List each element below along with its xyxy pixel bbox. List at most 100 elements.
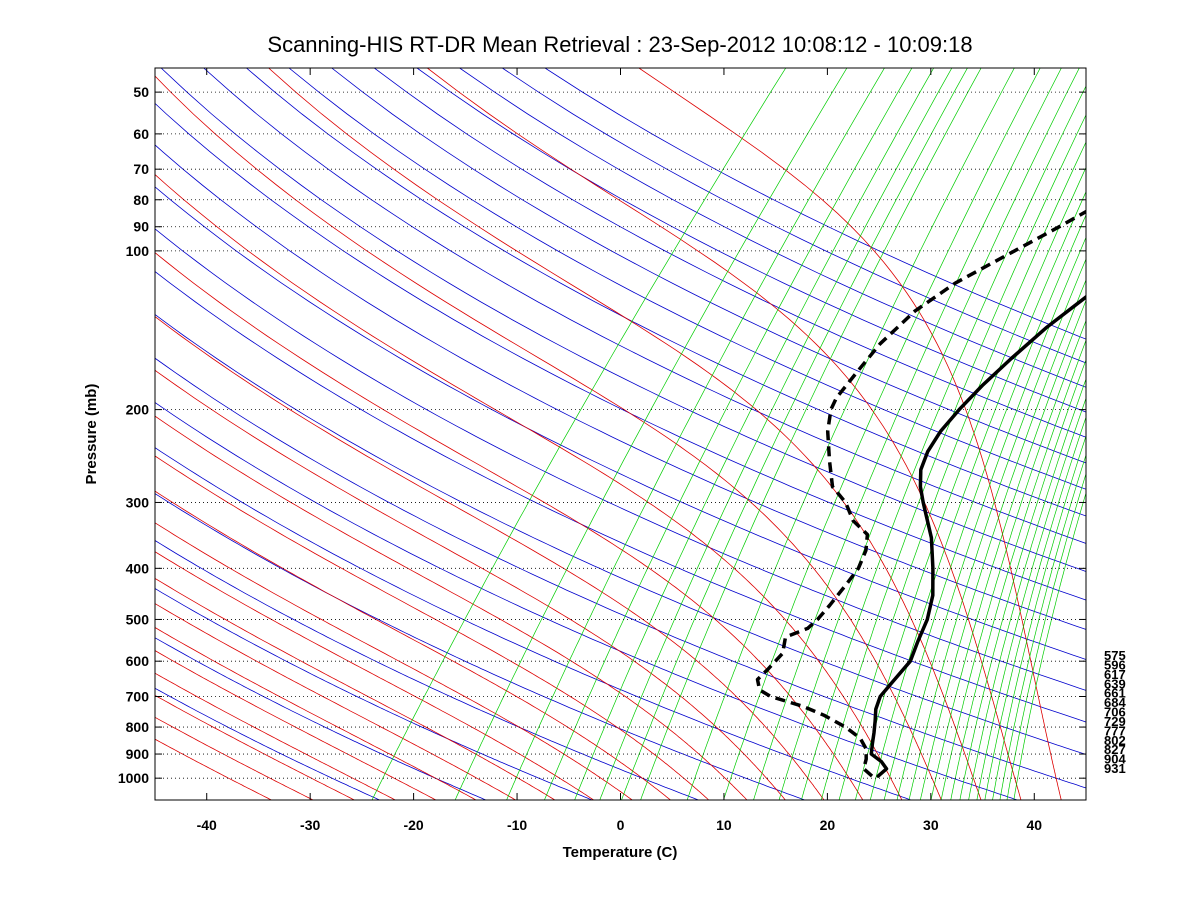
right-level-label: 827 [1104, 742, 1126, 757]
mixing-ratio-line [621, 68, 968, 800]
moist-adiabat-line [155, 577, 556, 800]
right-level-label: 802 [1104, 733, 1126, 748]
right-level-label: 904 [1104, 752, 1126, 767]
mixing-ratio-line [950, 339, 1086, 800]
dry-adiabat-line [155, 447, 912, 800]
dry-adiabat-line [373, 68, 1086, 438]
mixing-ratio-line [778, 68, 1080, 800]
mixing-ratio-line [940, 319, 1086, 800]
right-level-label: 684 [1104, 695, 1126, 710]
dry-adiabat-line [160, 68, 1086, 572]
mixing-ratio-line [896, 236, 1086, 800]
mixing-ratio-line [723, 68, 1041, 800]
moist-adiabat-line [155, 522, 633, 800]
temperature-profile-line [869, 294, 1086, 778]
mixing-ratio-line [838, 141, 1086, 800]
dry-adiabat-line [155, 102, 1086, 601]
dry-adiabat-line [155, 687, 380, 800]
mixing-ratio-line [930, 299, 1086, 800]
moist-adiabat-line [155, 490, 671, 800]
mixing-ratio-line [753, 68, 1062, 800]
y-tick-label: 50 [133, 84, 149, 100]
dry-adiabat-line [155, 271, 1086, 723]
mixing-ratio-line [454, 68, 848, 800]
mixing-ratio-line [686, 68, 1015, 800]
mixing-ratio-line [801, 85, 1086, 800]
y-tick-label: 600 [126, 653, 150, 669]
x-tick-label: -20 [403, 817, 423, 833]
x-axis-label: Temperature (C) [563, 844, 678, 861]
moist-adiabat-line [155, 316, 825, 800]
x-tick-label: 20 [820, 817, 836, 833]
dry-adiabat-line [155, 228, 1086, 691]
mixing-ratio-line [599, 68, 953, 800]
y-tick-label: 80 [133, 192, 149, 208]
right-level-label: 706 [1104, 705, 1126, 720]
moist-adiabat-line [155, 738, 272, 800]
x-tick-label: -40 [197, 817, 217, 833]
moist-adiabat-line [426, 68, 1022, 800]
y-tick-label: 200 [126, 402, 150, 418]
chart-title: Scanning-HIS RT-DR Mean Retrieval : 23-S… [267, 32, 972, 57]
dry-adiabat-line [203, 68, 1086, 544]
right-level-label: 777 [1104, 723, 1126, 738]
mixing-ratio-line [1013, 491, 1086, 800]
dry-adiabat-line [245, 68, 1086, 517]
right-level-label: 729 [1104, 714, 1126, 729]
moist-adiabat-line [155, 455, 710, 800]
dewpoint-profile-line [755, 209, 1086, 778]
x-tick-label: 10 [716, 817, 732, 833]
dry-adiabat-line [155, 357, 1086, 789]
y-tick-label: 300 [126, 494, 150, 510]
mixing-ratio-line [371, 68, 787, 800]
y-tick-label: 1000 [118, 770, 149, 786]
mixing-ratio-line [968, 378, 1086, 800]
mixing-ratio-line [544, 68, 913, 800]
mixing-ratio-line [976, 397, 1086, 800]
mixing-ratio-line [999, 453, 1086, 800]
y-tick-label: 70 [133, 161, 149, 177]
y-tick-label: 400 [126, 560, 150, 576]
moist-adiabat-line [155, 369, 786, 800]
data-series [755, 209, 1086, 778]
moist-adiabat-line [155, 672, 396, 800]
mixing-ratio-line [506, 68, 885, 800]
dry-adiabat-line [155, 144, 1086, 630]
moist-adiabat-line [155, 650, 437, 800]
x-tick-label: -30 [300, 817, 320, 833]
y-axis-label: Pressure (mb) [83, 384, 100, 485]
right-level-label: 661 [1104, 686, 1126, 701]
moist-adiabat-line [638, 68, 1062, 800]
right-level-label: 639 [1104, 676, 1126, 691]
y-axis-ticks: 50 60 70 80 90 100 200 300 400 500 600 700 800 900 100… [118, 84, 1086, 786]
x-axis-ticks: -40 -30 -20 -10 0 10 20 30 40 [197, 68, 1042, 833]
moist-adiabat-line [155, 694, 355, 800]
y-tick-label: 500 [126, 611, 150, 627]
dry-adiabat-line [155, 314, 1086, 755]
x-tick-label: 30 [923, 817, 939, 833]
mixing-ratio-line [908, 258, 1086, 800]
dry-adiabat-line [155, 493, 805, 800]
y-tick-label: 700 [126, 688, 150, 704]
moist-adiabat-line [155, 252, 864, 800]
y-tick-label: 90 [133, 219, 149, 235]
y-tick-label: 100 [126, 243, 150, 259]
dry-adiabat-line [155, 540, 699, 800]
dry-adiabat-line [155, 588, 593, 800]
moist-adiabat-line [155, 75, 942, 800]
moist-adiabat-line [155, 627, 477, 800]
right-level-label: 931 [1104, 761, 1126, 776]
dry-adiabat-line [288, 68, 1086, 490]
x-tick-label: 40 [1026, 817, 1042, 833]
y-tick-label: 800 [126, 719, 150, 735]
mixing-ratio-line [984, 416, 1086, 800]
right-level-label: 596 [1104, 657, 1126, 672]
dry-adiabat-line [155, 402, 1018, 800]
mixing-ratio-line [574, 68, 935, 800]
right-level-label: 575 [1104, 648, 1126, 663]
mixing-ratio-line [820, 114, 1086, 800]
right-level-label: 617 [1104, 667, 1126, 682]
dry-adiabat-line [155, 637, 487, 800]
